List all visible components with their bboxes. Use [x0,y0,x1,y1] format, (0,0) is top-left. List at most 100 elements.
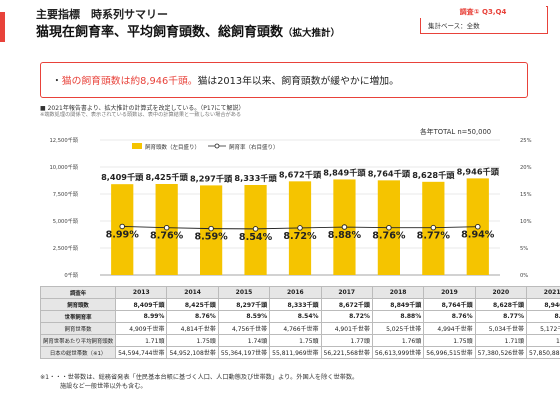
table-cell: 56,221,568世帯 [320,346,373,359]
table-cell: 4,766千世帯 [269,322,322,335]
table-cell: 8.77% [474,310,527,323]
table-cell: 57,850,887世帯 [525,346,560,359]
table-cell: 8,333千頭 [269,298,322,311]
y-left-tick-label: 5,000千頭 [53,217,79,225]
table-year-cell: 2021 [525,286,560,299]
rate-value-label: 8.76% [150,231,184,242]
table-cell: 55,364,197世帯 [217,346,271,359]
table-cell: 57,380,526世帯 [474,346,527,359]
bar-value-label: 8,409千頭 [101,172,144,182]
bar-value-label: 8,849千頭 [323,167,366,177]
summary-callout-text: ・猫の飼育頭数は約8,946千頭。猫は2013年以来、飼育頭数が緩やかに増加。 [52,73,399,87]
table-cell: 8,672千頭 [320,298,373,311]
table-cell: 8.72% [320,310,373,323]
table-year-cell: 2014 [166,286,219,299]
table-cell: 8,849千頭 [371,298,425,311]
table-cell: 8.59% [217,310,271,323]
total-sample-label: 各年TOTAL n=50,000 [420,128,492,136]
table-cell: 8.99% [115,310,168,323]
rate-value-label: 8.59% [194,232,228,243]
table-row: 世帯飼育率 8.99% 8.76% 8.59% 8.54% 8.72% 8.88% 8.76%… [39,310,560,323]
table-cell: 1.74頭 [217,334,271,347]
rate-point [475,223,481,230]
rate-value-label: 8.54% [239,232,273,243]
y-left-tick-label: 12,500千頭 [49,136,78,144]
rate-point [163,224,170,231]
table-cell: 1.73頭 [525,334,560,347]
table-cell: 56,613,999世帯 [371,346,425,359]
rate-point [430,224,437,231]
table-cell: 5,172千世帯 [525,322,560,335]
table-year-cell: 2019 [423,286,476,299]
table-row-header: 世帯飼育率 [39,310,117,323]
table-row: 飼育頭数 8,409千頭 8,425千頭 8,297千頭 8,333千頭 8,672千頭 8… [39,298,560,311]
legend-label-bar: 飼育頭数（左目盛り） [145,143,200,151]
page-title: 猫現在飼育率、平均飼育頭数、総飼育頭数（拡大推計） [36,21,340,40]
table-cell: 8,628千頭 [474,298,527,311]
table-cell: 55,811,969世帯 [269,346,322,359]
table-row-header: 飼育世帯あたり平均飼育頭数 [39,334,117,347]
note-formula: ■ 2021年報告書より、拡大推計の計算式を改定している。（P17にて解説） [40,105,245,112]
table-cell: 8,409千頭 [115,298,168,311]
footnote-2: 施設など一般世帯以外も含む。 [60,383,147,390]
bar-value-label: 8,333千頭 [234,173,277,183]
rate-value-label: 8.77% [417,231,451,242]
callout-rest: 猫は2013年以来、飼育頭数が緩やかに増加。 [197,76,399,87]
rate-point [252,226,259,232]
table-year-cell: 2017 [320,286,373,299]
legend-swatch-bar [132,143,142,149]
table-cell: 8.88% [371,310,425,323]
table-cell: 5,034千世帯 [474,322,527,335]
table-row-header: 飼育頭数 [39,298,117,311]
table-year-cell: 2018 [371,286,425,299]
rate-point [297,225,303,231]
table-header-row: 調査年 2013 2014 2015 2016 2017 2018 2019 2020 2021 [39,286,560,299]
survey-tag-title: 調査① Q3,Q4 [420,6,546,18]
table-cell: 1.77頭 [320,334,373,347]
table-cell: 8,764千頭 [423,298,476,311]
table-cell: 4,814千世帯 [166,322,219,335]
bar-value-label: 8,672千頭 [279,169,322,179]
table-row: 飼育世帯あたり平均飼育頭数 1.71頭 1.75頭 1.74頭 1.75頭 1.77頭 1.… [39,334,560,347]
data-table: 調査年 2013 2014 2015 2016 2017 2018 2019 2020 2021 飼… [39,286,560,359]
bar [111,184,134,275]
legend-label-line: 飼育率（右目盛り） [229,143,279,151]
table-cell: 4,756千世帯 [217,322,271,335]
summary-callout [40,62,528,98]
table-cell: 8,946千頭 [525,298,560,311]
page-section-title: 主要指標 時系列サマリー [36,8,168,21]
table-row: 飼育世帯数 4,909千世帯 4,814千世帯 4,756千世帯 4,766千世帯 4,9… [39,322,560,335]
table-row-header: 飼育世帯数 [39,322,117,335]
y-left-tick-label: 10,000千頭 [49,163,78,171]
table-cell: 8,297千頭 [217,298,271,311]
y-right-tick-label: 25% [520,138,532,144]
table-cell: 1.75頭 [423,334,476,347]
y-right-tick-label: 20% [520,165,532,171]
rate-value-label: 8.76% [372,231,406,242]
table-cell: 1.76頭 [371,334,425,347]
survey-tag-base: 集計ベース：全数 [428,22,480,30]
y-left-tick-label: 0千頭 [64,271,78,279]
table-cell: 1.75頭 [269,334,322,347]
table-cell: 1.75頭 [166,334,219,347]
table-year-cell: 2015 [217,286,271,299]
header-accent-bar [0,12,5,42]
y-right-tick-label: 10% [520,219,532,225]
page-title-main: 猫現在飼育率、平均飼育頭数、総飼育頭数 [36,25,284,40]
rate-point [208,225,214,232]
rate-point [386,224,392,231]
table-cell: 56,996,515世帯 [423,346,476,359]
bar-value-label: 8,628千頭 [412,170,455,180]
table-year-cell: 2013 [115,286,168,299]
bar-value-label: 8,297千頭 [190,173,233,183]
table-cell: 4,994千世帯 [423,322,476,335]
table-cell: 5,025千世帯 [371,322,425,335]
y-right-tick-label: 0% [520,273,528,279]
bar-value-label: 8,425千頭 [146,172,189,182]
page-title-suffix: （拡大推計） [283,28,341,39]
table-cell: 4,901千世帯 [320,322,373,335]
legend-swatch-marker [214,143,220,149]
rate-point [119,223,125,230]
y-right-tick-label: 5% [520,246,528,252]
callout-bullet: ・ [52,76,62,87]
